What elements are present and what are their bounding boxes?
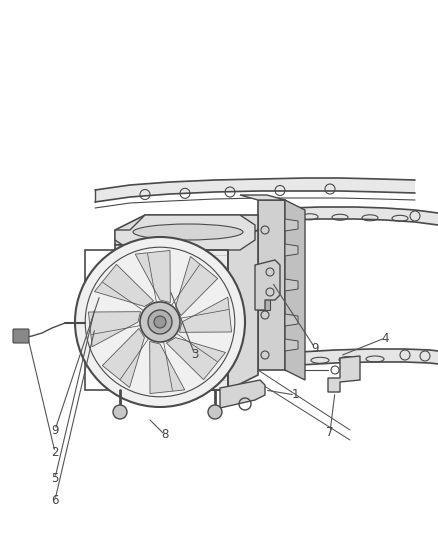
Circle shape xyxy=(75,237,245,407)
Polygon shape xyxy=(258,265,270,310)
Polygon shape xyxy=(176,256,218,316)
Polygon shape xyxy=(240,195,285,200)
Polygon shape xyxy=(85,298,115,348)
Polygon shape xyxy=(285,244,298,256)
Text: 3: 3 xyxy=(191,349,199,361)
Circle shape xyxy=(208,405,222,419)
Polygon shape xyxy=(285,219,298,231)
Text: 9: 9 xyxy=(311,342,319,354)
Polygon shape xyxy=(115,215,258,245)
Circle shape xyxy=(148,310,172,334)
Text: 4: 4 xyxy=(381,332,389,344)
Polygon shape xyxy=(285,314,298,326)
Circle shape xyxy=(113,405,127,419)
Circle shape xyxy=(154,316,166,328)
Text: 1: 1 xyxy=(291,389,299,401)
Polygon shape xyxy=(150,342,185,393)
FancyBboxPatch shape xyxy=(13,329,29,343)
Ellipse shape xyxy=(133,224,243,240)
Text: 7: 7 xyxy=(326,425,334,439)
Text: 2: 2 xyxy=(51,446,59,458)
Polygon shape xyxy=(102,328,145,387)
Polygon shape xyxy=(115,215,255,250)
Polygon shape xyxy=(285,200,305,380)
Text: 6: 6 xyxy=(51,494,59,506)
Polygon shape xyxy=(115,245,228,390)
Polygon shape xyxy=(180,297,232,333)
Polygon shape xyxy=(268,207,438,225)
Text: 9: 9 xyxy=(51,424,59,437)
Polygon shape xyxy=(166,337,226,379)
Polygon shape xyxy=(268,349,438,368)
Polygon shape xyxy=(220,380,265,408)
Polygon shape xyxy=(95,178,415,202)
Polygon shape xyxy=(255,260,280,310)
Polygon shape xyxy=(285,339,298,351)
Text: 5: 5 xyxy=(51,472,59,484)
Circle shape xyxy=(140,302,180,342)
Polygon shape xyxy=(135,251,170,303)
Polygon shape xyxy=(285,279,298,291)
Text: 8: 8 xyxy=(161,429,169,441)
Polygon shape xyxy=(228,230,258,390)
Polygon shape xyxy=(95,264,154,306)
Polygon shape xyxy=(258,200,285,370)
Polygon shape xyxy=(88,312,141,347)
Polygon shape xyxy=(328,356,360,392)
